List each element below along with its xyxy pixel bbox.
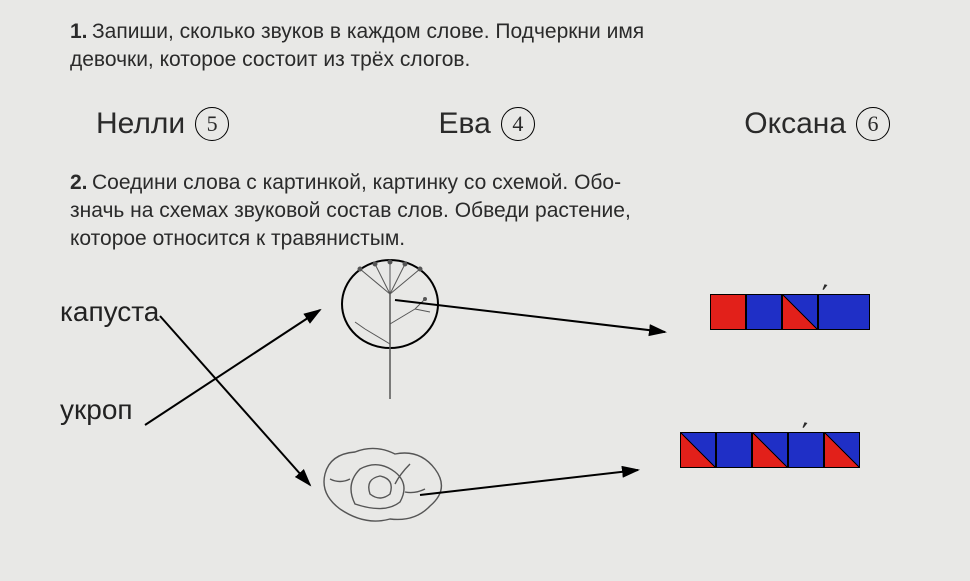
task2-text-line1: Соедини слова с картинкой, картинку со с… [92, 171, 621, 194]
cabbage-plant-icon [300, 434, 460, 534]
sound-count-circle: 4 [501, 107, 535, 141]
task2-text-line2: значь на схемах звуковой состав слов. Об… [70, 197, 930, 225]
names-row: Нелли 5 Ева 4 Оксана 6 [40, 89, 930, 159]
sound-count-circle: 6 [856, 107, 890, 141]
sound-count-circle: 5 [195, 107, 229, 141]
scheme-cell [716, 432, 752, 468]
word-ukrop: укроп [60, 394, 133, 426]
name-label: Ева [439, 107, 491, 141]
dill-plant-icon [330, 254, 450, 404]
name-label: Оксана [744, 107, 846, 141]
scheme-cell [680, 432, 716, 468]
drawing-area: капуста укроп [40, 254, 930, 554]
sound-scheme-1: ′ [710, 294, 870, 330]
scheme-cell [788, 432, 824, 468]
scheme-cell [818, 294, 870, 330]
scheme-cell [824, 432, 860, 468]
word-kapusta: капуста [60, 296, 159, 328]
task2-text-line3: которое относится к травянистым. [70, 225, 930, 253]
sound-scheme-2: ′ [680, 432, 860, 468]
worksheet-page: 1. Запиши, сколько звуков в каждом слове… [0, 0, 970, 581]
task1-text-line1: Запиши, сколько звуков в каждом слове. П… [92, 20, 644, 43]
scheme-cell [746, 294, 782, 330]
task1: 1. Запиши, сколько звуков в каждом слове… [40, 18, 930, 75]
scheme-cell [782, 294, 818, 330]
task2-number: 2. [70, 171, 88, 194]
name-item-2: Оксана 6 [744, 107, 890, 141]
name-item-0: Нелли 5 [96, 107, 229, 141]
task1-number: 1. [70, 20, 88, 43]
name-label: Нелли [96, 107, 185, 141]
scheme-cell [710, 294, 746, 330]
task1-text-line2: девочки, которое состоит из трёх слогов. [70, 46, 930, 74]
scheme-cell [752, 432, 788, 468]
name-item-1: Ева 4 [439, 107, 535, 141]
task2: 2. Соедини слова с картинкой, картинку с… [40, 169, 930, 254]
